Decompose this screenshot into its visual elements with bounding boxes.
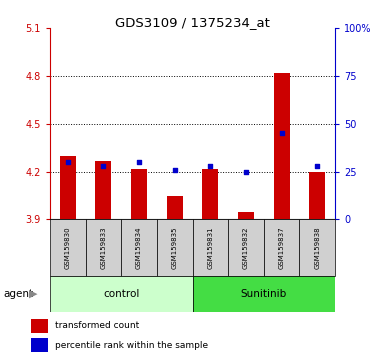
Text: GSM159835: GSM159835	[172, 227, 178, 269]
Text: Sunitinib: Sunitinib	[241, 289, 287, 299]
Point	[207, 163, 213, 169]
Bar	[95, 161, 112, 219]
Text: transformed count: transformed count	[55, 321, 139, 331]
Bar	[167, 196, 183, 219]
Bar	[192, 219, 228, 276]
Point	[172, 167, 178, 173]
Bar	[50, 276, 192, 312]
Point	[100, 163, 107, 169]
Bar	[60, 156, 76, 219]
Point	[136, 159, 142, 165]
Text: GSM159834: GSM159834	[136, 227, 142, 269]
Point	[65, 159, 71, 165]
Bar	[85, 219, 121, 276]
Text: GSM159832: GSM159832	[243, 227, 249, 269]
Text: agent: agent	[4, 289, 34, 299]
Bar	[157, 219, 192, 276]
Bar	[192, 276, 335, 312]
Text: GSM159838: GSM159838	[314, 227, 320, 269]
Point	[278, 131, 285, 136]
Point	[243, 169, 249, 175]
Text: ▶: ▶	[28, 289, 37, 299]
Text: control: control	[103, 289, 139, 299]
Point	[314, 163, 320, 169]
Bar	[31, 338, 48, 352]
Text: percentile rank within the sample: percentile rank within the sample	[55, 341, 208, 350]
Bar	[31, 319, 48, 333]
Text: GSM159837: GSM159837	[278, 227, 285, 269]
Bar	[273, 73, 290, 219]
Text: GDS3109 / 1375234_at: GDS3109 / 1375234_at	[115, 16, 270, 29]
Text: GSM159830: GSM159830	[65, 227, 71, 269]
Bar	[228, 219, 264, 276]
Bar	[50, 219, 85, 276]
Bar	[131, 169, 147, 219]
Bar	[309, 172, 325, 219]
Text: GSM159833: GSM159833	[100, 227, 107, 269]
Bar	[300, 219, 335, 276]
Bar	[264, 219, 300, 276]
Bar	[238, 212, 254, 219]
Bar	[202, 169, 218, 219]
Text: GSM159831: GSM159831	[207, 227, 213, 269]
Bar	[121, 219, 157, 276]
